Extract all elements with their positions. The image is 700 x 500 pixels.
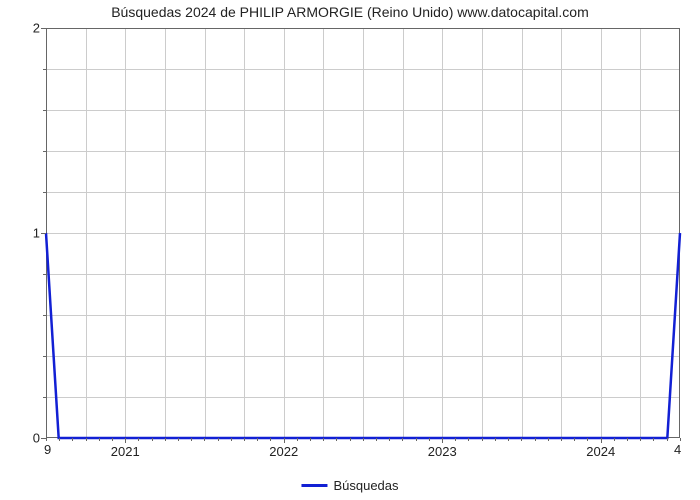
xtick-minor — [191, 438, 192, 441]
xtick-minor — [218, 438, 219, 441]
chart-container: Búsquedas 2024 de PHILIP ARMORGIE (Reino… — [0, 0, 700, 500]
ytick-minor — [43, 397, 46, 398]
xtick-minor — [99, 438, 100, 441]
legend: Búsquedas — [301, 478, 398, 493]
xtick-label: 2022 — [269, 438, 298, 459]
chart-title: Búsquedas 2024 de PHILIP ARMORGIE (Reino… — [0, 4, 700, 20]
xtick-minor — [429, 438, 430, 441]
ytick-minor — [43, 356, 46, 357]
line-layer — [46, 28, 680, 438]
xtick-minor — [165, 438, 166, 441]
legend-label: Búsquedas — [333, 478, 398, 493]
ytick-minor — [43, 192, 46, 193]
xtick-minor — [257, 438, 258, 441]
xtick-minor — [152, 438, 153, 441]
xtick-minor — [587, 438, 588, 441]
xtick-minor — [86, 438, 87, 441]
xtick-minor — [535, 438, 536, 441]
xtick-minor — [455, 438, 456, 441]
xtick-minor — [310, 438, 311, 441]
ytick-minor — [43, 69, 46, 70]
legend-swatch — [301, 484, 327, 487]
xtick-minor — [627, 438, 628, 441]
corner-bottom-right-label: 4 — [674, 442, 681, 457]
xtick-minor — [495, 438, 496, 441]
xtick-minor — [350, 438, 351, 441]
xtick-minor — [521, 438, 522, 441]
xtick-minor — [323, 438, 324, 441]
xtick-minor — [548, 438, 549, 441]
xtick-minor — [297, 438, 298, 441]
xtick-minor — [244, 438, 245, 441]
xtick-minor — [561, 438, 562, 441]
series-line — [46, 233, 680, 438]
xtick-minor — [363, 438, 364, 441]
xtick-label: 2023 — [428, 438, 457, 459]
ytick-minor — [43, 315, 46, 316]
xtick-minor — [574, 438, 575, 441]
plot-area: 0122021202220232024 — [46, 28, 680, 438]
xtick-minor — [112, 438, 113, 441]
xtick-minor — [59, 438, 60, 441]
ytick-label: 1 — [33, 226, 46, 241]
xtick-minor — [204, 438, 205, 441]
xtick-minor — [508, 438, 509, 441]
ytick-minor — [43, 110, 46, 111]
xtick-label: 2024 — [586, 438, 615, 459]
xtick-minor — [376, 438, 377, 441]
xtick-label: 2021 — [111, 438, 140, 459]
ytick-minor — [43, 274, 46, 275]
xtick-minor — [336, 438, 337, 441]
corner-bottom-left-label: 9 — [44, 442, 51, 457]
xtick-minor — [667, 438, 668, 441]
xtick-minor — [416, 438, 417, 441]
xtick-minor — [72, 438, 73, 441]
xtick-minor — [231, 438, 232, 441]
xtick-minor — [640, 438, 641, 441]
ytick-label: 2 — [33, 21, 46, 36]
ytick-minor — [43, 151, 46, 152]
xtick-minor — [46, 438, 47, 441]
xtick-minor — [482, 438, 483, 441]
xtick-minor — [178, 438, 179, 441]
xtick-minor — [389, 438, 390, 441]
xtick-minor — [614, 438, 615, 441]
xtick-minor — [680, 438, 681, 441]
xtick-minor — [402, 438, 403, 441]
xtick-minor — [270, 438, 271, 441]
xtick-minor — [468, 438, 469, 441]
xtick-minor — [653, 438, 654, 441]
xtick-minor — [138, 438, 139, 441]
